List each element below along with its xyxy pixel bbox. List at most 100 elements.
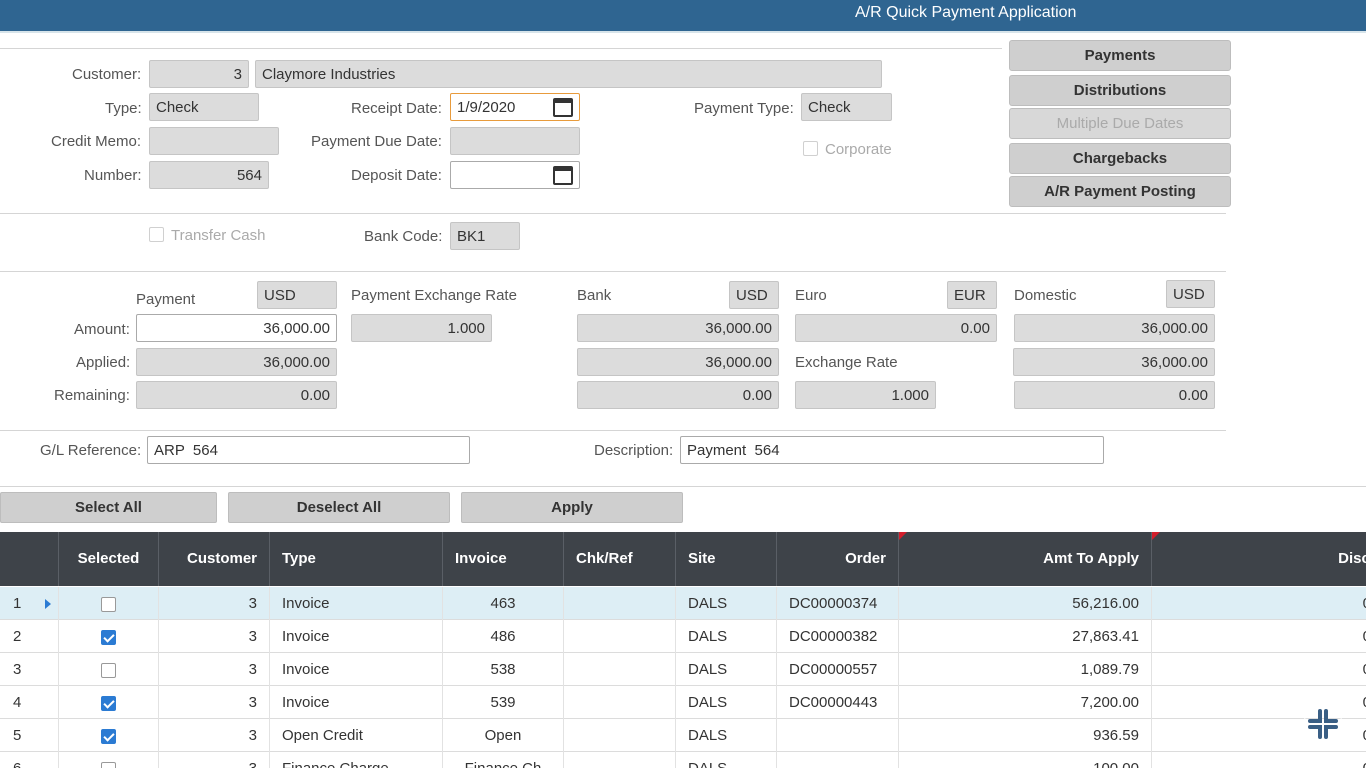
chk-ref-cell[interactable] xyxy=(564,620,676,653)
type-cell[interactable]: Invoice xyxy=(270,653,443,686)
apply-button[interactable]: Apply xyxy=(461,492,683,523)
customer-cell[interactable]: 3 xyxy=(159,620,270,653)
multiple-due-dates-button[interactable]: Multiple Due Dates xyxy=(1009,108,1231,139)
site-cell[interactable]: DALS xyxy=(676,620,777,653)
discount-cell[interactable]: 0 xyxy=(1152,587,1366,620)
amt-to-apply-cell[interactable]: 100.00 xyxy=(899,752,1152,768)
column-header-site[interactable]: Site xyxy=(676,532,777,586)
discount-cell[interactable]: 0 xyxy=(1152,719,1366,752)
payment-type-field[interactable]: Check xyxy=(801,93,892,121)
type-cell[interactable]: Invoice xyxy=(270,620,443,653)
domestic-remaining-field[interactable]: 0.00 xyxy=(1014,381,1215,409)
order-cell[interactable]: DC00000374 xyxy=(777,587,899,620)
discount-cell[interactable]: 0 xyxy=(1152,620,1366,653)
discount-cell[interactable]: 0 xyxy=(1152,752,1366,768)
corporate-checkbox[interactable] xyxy=(803,141,818,156)
customer-cell[interactable]: 3 xyxy=(159,719,270,752)
payment-exchange-rate-field[interactable]: 1.000 xyxy=(351,314,492,342)
column-header-customer[interactable]: Customer xyxy=(159,532,270,586)
payment-due-date-field[interactable] xyxy=(450,127,580,155)
customer-name-field[interactable]: Claymore Industries xyxy=(255,60,882,88)
chk-ref-cell[interactable] xyxy=(564,587,676,620)
column-header-type[interactable]: Type xyxy=(270,532,443,586)
payments-button[interactable]: Payments xyxy=(1009,40,1231,71)
site-cell[interactable]: DALS xyxy=(676,752,777,768)
row-select-checkbox[interactable] xyxy=(101,761,116,768)
column-header-chk-ref[interactable]: Chk/Ref xyxy=(564,532,676,586)
column-header-invoice[interactable]: Invoice xyxy=(443,532,564,586)
selected-cell[interactable] xyxy=(59,587,159,620)
bank-applied-field[interactable]: 36,000.00 xyxy=(577,348,779,376)
deselect-all-button[interactable]: Deselect All xyxy=(228,492,450,523)
payment-amount-field[interactable]: 36,000.00 xyxy=(136,314,337,342)
selected-cell[interactable] xyxy=(59,620,159,653)
invoice-cell[interactable]: 486 xyxy=(443,620,564,653)
credit-memo-field[interactable] xyxy=(149,127,279,155)
table-row[interactable]: 6 3Finance ChargeFinance Ch DALS 100.000 xyxy=(0,752,1366,768)
chargebacks-button[interactable]: Chargebacks xyxy=(1009,143,1231,174)
chk-ref-cell[interactable] xyxy=(564,653,676,686)
order-cell[interactable]: DC00000443 xyxy=(777,686,899,719)
bank-code-field[interactable]: BK1 xyxy=(450,222,520,250)
payment-currency-field[interactable]: USD xyxy=(257,281,337,309)
site-cell[interactable]: DALS xyxy=(676,719,777,752)
invoice-cell[interactable]: Finance Ch xyxy=(443,752,564,768)
customer-cell[interactable]: 3 xyxy=(159,587,270,620)
payment-remaining-field[interactable]: 0.00 xyxy=(136,381,337,409)
distributions-button[interactable]: Distributions xyxy=(1009,75,1231,106)
site-cell[interactable]: DALS xyxy=(676,653,777,686)
select-all-button[interactable]: Select All xyxy=(0,492,217,523)
number-field[interactable]: 564 xyxy=(149,161,269,189)
customer-number-field[interactable]: 3 xyxy=(149,60,249,88)
selected-cell[interactable] xyxy=(59,752,159,768)
euro-amount-field[interactable]: 0.00 xyxy=(795,314,997,342)
type-field[interactable]: Check xyxy=(149,93,259,121)
domestic-currency-field[interactable]: USD xyxy=(1166,280,1215,308)
row-select-checkbox[interactable] xyxy=(101,695,116,711)
type-cell[interactable]: Open Credit xyxy=(270,719,443,752)
chk-ref-cell[interactable] xyxy=(564,719,676,752)
column-header-selected[interactable]: Selected xyxy=(59,532,159,586)
column-header-amt-to-apply[interactable]: Amt To Apply xyxy=(899,532,1152,586)
order-cell[interactable] xyxy=(777,719,899,752)
domestic-applied-field[interactable]: 36,000.00 xyxy=(1013,348,1215,376)
row-select-checkbox[interactable] xyxy=(101,596,116,612)
amt-to-apply-cell[interactable]: 1,089.79 xyxy=(899,653,1152,686)
row-select-checkbox[interactable] xyxy=(101,728,116,744)
discount-cell[interactable]: 0 xyxy=(1152,653,1366,686)
payment-applied-field[interactable]: 36,000.00 xyxy=(136,348,337,376)
bank-currency-field[interactable]: USD xyxy=(729,281,779,309)
deposit-date-field[interactable] xyxy=(450,161,580,189)
row-select-checkbox[interactable] xyxy=(101,629,116,645)
customer-cell[interactable]: 3 xyxy=(159,686,270,719)
type-cell[interactable]: Invoice xyxy=(270,587,443,620)
chk-ref-cell[interactable] xyxy=(564,752,676,768)
amt-to-apply-cell[interactable]: 56,216.00 xyxy=(899,587,1152,620)
customer-cell[interactable]: 3 xyxy=(159,653,270,686)
amt-to-apply-cell[interactable]: 27,863.41 xyxy=(899,620,1152,653)
row-select-checkbox[interactable] xyxy=(101,662,116,678)
calendar-icon[interactable] xyxy=(553,166,573,185)
amt-to-apply-cell[interactable]: 936.59 xyxy=(899,719,1152,752)
euro-currency-field[interactable]: EUR xyxy=(947,281,997,309)
receipt-date-field[interactable]: 1/9/2020 xyxy=(450,93,580,121)
column-header-order[interactable]: Order xyxy=(777,532,899,586)
bank-amount-field[interactable]: 36,000.00 xyxy=(577,314,779,342)
gl-reference-field[interactable]: ARP 564 xyxy=(147,436,470,464)
type-cell[interactable]: Invoice xyxy=(270,686,443,719)
bank-remaining-field[interactable]: 0.00 xyxy=(577,381,779,409)
selected-cell[interactable] xyxy=(59,686,159,719)
amt-to-apply-cell[interactable]: 7,200.00 xyxy=(899,686,1152,719)
order-cell[interactable] xyxy=(777,752,899,768)
invoice-cell[interactable]: 539 xyxy=(443,686,564,719)
calendar-icon[interactable] xyxy=(553,98,573,117)
domestic-amount-field[interactable]: 36,000.00 xyxy=(1014,314,1215,342)
customer-cell[interactable]: 3 xyxy=(159,752,270,768)
ar-payment-posting-button[interactable]: A/R Payment Posting xyxy=(1009,176,1231,207)
euro-exchange-rate-field[interactable]: 1.000 xyxy=(795,381,936,409)
discount-cell[interactable]: 0 xyxy=(1152,686,1366,719)
